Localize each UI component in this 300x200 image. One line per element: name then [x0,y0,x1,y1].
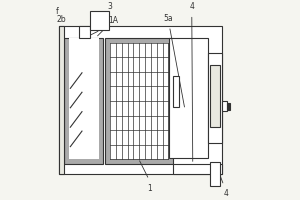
Text: f: f [56,7,58,16]
Bar [210,65,220,127]
Bar [227,103,230,110]
Bar [59,26,222,174]
Text: 4: 4 [223,189,228,198]
Text: 2a: 2a [92,16,101,25]
Text: 5a: 5a [164,14,173,23]
Text: 1A: 1A [108,16,118,25]
Bar [64,38,104,164]
Bar [90,11,109,30]
Text: 2b: 2b [57,15,66,24]
Bar [169,38,208,158]
Bar [105,38,173,164]
Bar [210,162,220,186]
Text: 1: 1 [148,184,152,193]
Bar [59,26,64,174]
Bar [173,164,222,174]
Bar [79,26,90,38]
Bar [222,101,227,111]
Bar [110,43,169,159]
Bar [69,38,98,159]
Text: 3: 3 [108,2,112,11]
Text: 4: 4 [189,2,194,11]
Bar [173,76,179,107]
Bar [208,53,222,143]
